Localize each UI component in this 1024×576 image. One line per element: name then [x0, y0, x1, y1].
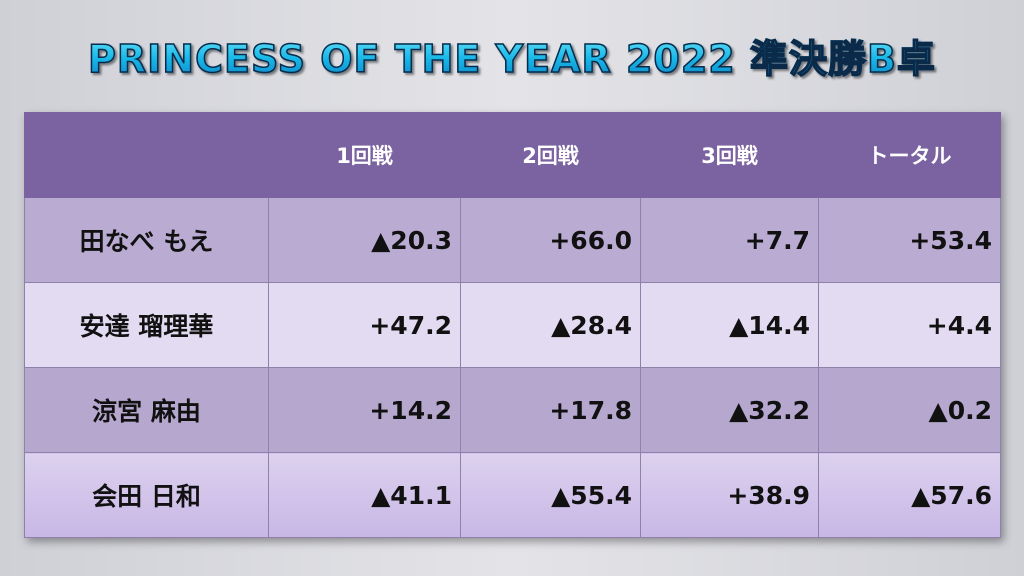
- page-title: PRINCESS OF THE YEAR 2022 準決勝B卓: [0, 28, 1024, 83]
- score-cell: +53.4: [818, 197, 1001, 283]
- table-row: 田なべ もえ ▲20.3 +66.0 +7.7 +53.4: [24, 197, 1001, 283]
- score-table: 1回戦 2回戦 3回戦 トータル 田なべ もえ ▲20.3 +66.0 +7.7 +53.4 安…: [24, 112, 1001, 538]
- score-cell: +7.7: [640, 197, 819, 283]
- table-row: 安達 瑠理華 +47.2 ▲28.4 ▲14.4 +4.4: [24, 282, 1001, 368]
- table-row: 会田 日和 ▲41.1 ▲55.4 +38.9 ▲57.6: [24, 452, 1001, 538]
- player-name: 会田 日和: [24, 452, 269, 538]
- header-row: 1回戦 2回戦 3回戦 トータル: [24, 112, 1001, 198]
- header-cell: トータル: [818, 112, 1001, 198]
- score-cell: +66.0: [460, 197, 641, 283]
- score-cell: ▲32.2: [640, 367, 819, 453]
- header-cell: 1回戦: [268, 112, 461, 198]
- score-cell: +17.8: [460, 367, 641, 453]
- header-cell: [24, 112, 269, 198]
- score-cell: +14.2: [268, 367, 461, 453]
- player-name: 涼宮 麻由: [24, 367, 269, 453]
- score-cell: ▲20.3: [268, 197, 461, 283]
- header-cell: 3回戦: [640, 112, 819, 198]
- score-cell: +47.2: [268, 282, 461, 368]
- score-cell: +4.4: [818, 282, 1001, 368]
- score-cell: ▲28.4: [460, 282, 641, 368]
- table-row: 涼宮 麻由 +14.2 +17.8 ▲32.2 ▲0.2: [24, 367, 1001, 453]
- score-cell: ▲14.4: [640, 282, 819, 368]
- header-cell: 2回戦: [460, 112, 641, 198]
- score-cell: +38.9: [640, 452, 819, 538]
- score-cell: ▲0.2: [818, 367, 1001, 453]
- player-name: 田なべ もえ: [24, 197, 269, 283]
- score-cell: ▲55.4: [460, 452, 641, 538]
- player-name: 安達 瑠理華: [24, 282, 269, 368]
- score-cell: ▲57.6: [818, 452, 1001, 538]
- score-cell: ▲41.1: [268, 452, 461, 538]
